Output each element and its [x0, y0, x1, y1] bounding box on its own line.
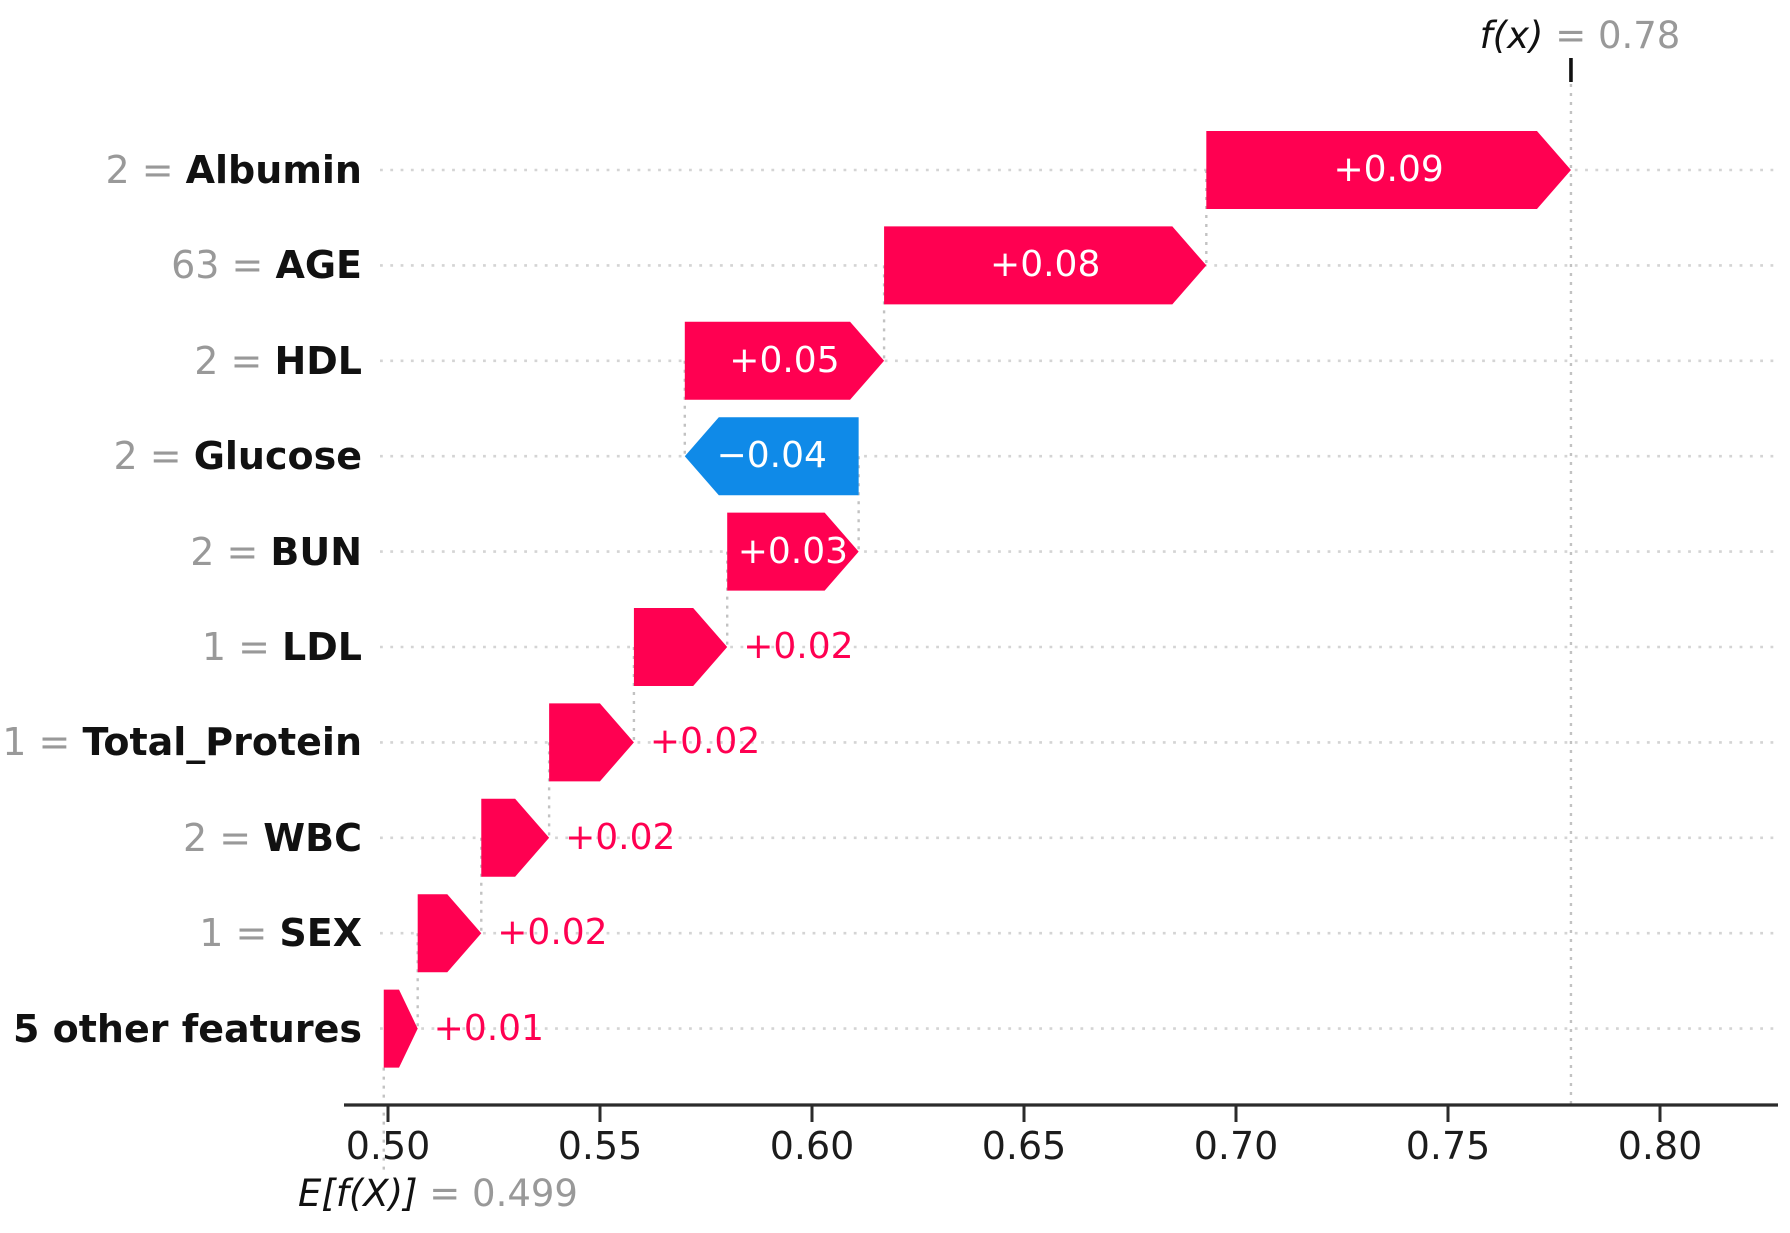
x-tick-label-0.80: 0.80 [1617, 1124, 1703, 1168]
feature-label-hdl: 2 = HDL [0, 342, 362, 380]
shap-bar-wbc [481, 798, 550, 877]
feature-name: LDL [282, 625, 362, 669]
shap-value-label: +0.08 [990, 244, 1101, 286]
feature-label-5-other-features: 5 other features [0, 1010, 362, 1048]
feature-value-prefix: 2 = [183, 815, 264, 860]
shap-value-label: +0.02 [743, 626, 854, 667]
feature-label-age: 63 = AGE [0, 246, 362, 284]
shap-value-label: +0.02 [649, 721, 761, 763]
feature-name: Albumin [185, 148, 362, 192]
shap-value-label: +0.03 [737, 530, 849, 572]
shap-bar-hdl [684, 321, 885, 400]
fx-value-text: = 0.78 [1543, 14, 1681, 57]
x-tick-label-0.60: 0.60 [769, 1124, 855, 1168]
feature-name: 5 other features [12, 1006, 362, 1051]
shap-value-label: +0.02 [497, 912, 608, 954]
x-tick-label-0.50: 0.50 [345, 1124, 431, 1168]
feature-value-prefix: 63 = [171, 243, 276, 288]
shap-bar-total-protein [549, 703, 634, 782]
feature-name: WBC [263, 815, 362, 860]
x-tick-label-0.75: 0.75 [1405, 1124, 1491, 1168]
feature-value-prefix: 1 = [2, 720, 83, 765]
feature-label-glucose: 2 = Glucose [0, 437, 362, 475]
feature-name: BUN [270, 529, 362, 574]
feature-name: Total_Protein [82, 720, 362, 765]
shap-bar-bun [727, 512, 859, 591]
feature-value-prefix: 1 = [199, 911, 280, 956]
feature-value-prefix: 2 = [194, 338, 275, 383]
shap-bar-glucose [684, 417, 859, 496]
shap-bar-ldl [633, 608, 728, 686]
x-tick-label-0.55: 0.55 [557, 1124, 643, 1168]
x-tick-label-0.65: 0.65 [981, 1124, 1067, 1168]
shap-value-label: +0.02 [565, 816, 676, 858]
feature-value-prefix: 1 = [201, 625, 283, 669]
feature-name: HDL [274, 338, 362, 383]
feature-name: Glucose [193, 434, 362, 479]
ef-math-text: E[f(X)] [298, 1172, 418, 1215]
shap-bar-sex [417, 894, 482, 973]
shap-bar-age [884, 226, 1207, 305]
shap-bar-5-other-features [383, 989, 418, 1068]
fx-output-annotation: f(x) = 0.78 [1480, 14, 1681, 57]
feature-name: AGE [275, 243, 362, 288]
shap-value-label: +0.05 [729, 339, 840, 381]
feature-value-prefix: 2 = [113, 434, 194, 479]
feature-value-prefix: 2 = [190, 529, 271, 574]
feature-label-albumin: 2 = Albumin [0, 151, 362, 189]
feature-label-ldl: 1 = LDL [0, 628, 362, 666]
feature-label-total-protein: 1 = Total_Protein [0, 723, 362, 761]
ef-value-text: = 0.499 [417, 1172, 578, 1215]
x-tick-label-0.70: 0.70 [1193, 1124, 1279, 1168]
feature-name: SEX [279, 911, 362, 956]
fx-math-text: f(x) [1479, 14, 1544, 57]
shap-value-label: −0.04 [716, 435, 827, 477]
shap-value-label: +0.01 [433, 1007, 544, 1049]
feature-label-wbc: 2 = WBC [0, 819, 362, 857]
shap-bar-albumin [1206, 131, 1571, 209]
feature-label-bun: 2 = BUN [0, 533, 362, 571]
feature-label-sex: 1 = SEX [0, 914, 362, 952]
expected-value-annotation: E[f(X)] = 0.499 [298, 1172, 578, 1215]
feature-value-prefix: 2 = [105, 148, 186, 192]
shap-value-label: +0.09 [1333, 149, 1444, 190]
